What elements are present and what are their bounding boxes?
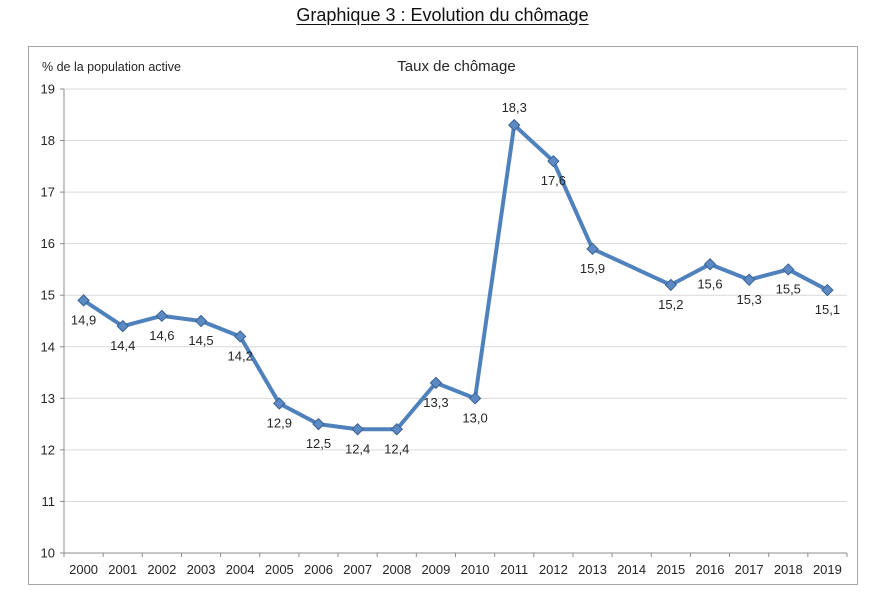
data-point-label: 15,9 [580, 261, 605, 276]
x-tick-label: 2013 [578, 562, 607, 577]
line-chart: 10 11 12 13 14 15 16 17 18 19 2000 2001 2002 2003 2004… [41, 82, 848, 577]
data-point-marker [155, 309, 169, 323]
data-point-marker [233, 330, 247, 343]
x-tick-label: 2004 [226, 562, 255, 577]
data-point-label: 15,2 [658, 297, 683, 312]
x-tick-label: 2001 [108, 562, 137, 577]
data-point-label: 15,6 [697, 276, 722, 291]
data-point-label: 13,3 [423, 395, 448, 410]
data-point-marker [273, 397, 286, 410]
chart-title: Taux de chômage [397, 58, 516, 75]
data-point-marker [742, 273, 756, 286]
data-point-marker [782, 263, 795, 276]
x-tick-label: 2009 [421, 562, 450, 577]
x-tick-label: 2016 [696, 562, 725, 577]
data-point-marker [821, 283, 834, 297]
data-point-marker [312, 417, 325, 431]
data-point-label: 18,3 [502, 100, 527, 115]
data-point-label: 12,9 [267, 415, 292, 430]
x-tick-label: 2005 [265, 562, 294, 577]
x-tick-label: 2019 [813, 562, 842, 577]
x-tick-label: 2003 [187, 562, 216, 577]
data-point-label: 14,2 [228, 348, 253, 363]
data-point-marker [429, 376, 443, 390]
data-point-label: 17,6 [541, 173, 566, 188]
data-point-marker [586, 242, 599, 256]
x-tick-label: 2010 [461, 562, 490, 577]
data-point-label: 12,4 [384, 441, 409, 456]
x-tick-label: 2000 [69, 562, 98, 577]
data-point-label: 15,5 [776, 281, 801, 296]
data-point-label: 13,0 [462, 410, 487, 425]
x-tick-label: 2015 [656, 562, 685, 577]
y-tick-label: 10 [41, 546, 55, 561]
y-tick-label: 13 [41, 391, 55, 406]
x-tick-label: 2017 [735, 562, 764, 577]
data-point-marker [468, 392, 482, 405]
data-point-label: 14,4 [110, 338, 135, 353]
x-tick-label: 2014 [617, 562, 646, 577]
data-point-label: 14,9 [71, 312, 96, 327]
data-point-marker [390, 423, 403, 436]
y-tick-label: 18 [41, 133, 55, 148]
x-tick-label: 2018 [774, 562, 803, 577]
y-tick-label: 11 [42, 494, 56, 509]
x-tick-label: 2002 [147, 562, 176, 577]
y-tick-label: 19 [41, 82, 55, 97]
data-point-label: 14,6 [149, 328, 174, 343]
data-point-label: 15,3 [736, 292, 761, 307]
data-point-marker [664, 278, 678, 292]
data-point-marker [351, 423, 364, 436]
x-tick-label: 2012 [539, 562, 568, 577]
data-point-marker [703, 258, 717, 271]
x-tick-label: 2008 [382, 562, 411, 577]
data-point-marker [116, 319, 129, 333]
data-point-marker [547, 154, 560, 168]
data-point-label: 14,5 [188, 333, 213, 348]
page-title: Graphique 3 : Evolution du chômage [296, 5, 589, 25]
y-tick-label: 12 [41, 442, 55, 457]
data-point-marker [508, 118, 521, 132]
y-tick-label: 14 [41, 339, 55, 354]
x-tick-label: 2006 [304, 562, 333, 577]
data-point-label: 15,1 [815, 302, 840, 317]
chart-container: % de la population active Taux de chômag… [28, 46, 858, 585]
x-tick-label: 2007 [343, 562, 372, 577]
data-point-label: 12,5 [306, 436, 331, 451]
y-tick-label: 17 [41, 185, 55, 200]
y-tick-label: 15 [41, 288, 55, 303]
x-tick-label: 2011 [500, 562, 528, 577]
y-tick-label: 16 [41, 236, 55, 251]
data-point-marker [194, 314, 208, 328]
y-axis-note: % de la population active [42, 60, 181, 74]
data-point-label: 12,4 [345, 441, 370, 456]
data-point-marker [77, 294, 90, 307]
